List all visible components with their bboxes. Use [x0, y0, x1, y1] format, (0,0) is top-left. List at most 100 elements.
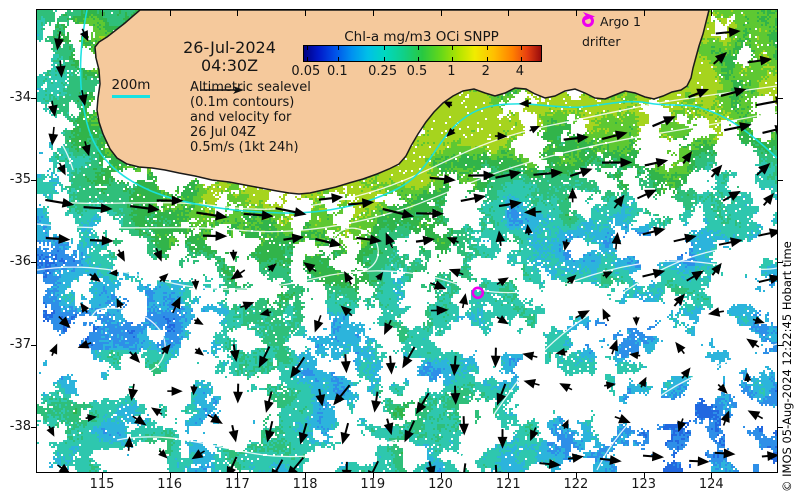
- map-overlay: [37, 10, 777, 472]
- sealevel-contour-line: [37, 260, 777, 294]
- axis-tick-mark: [440, 473, 442, 478]
- annotation-line: 0.5m/s (1kt 24h): [190, 140, 299, 155]
- colorbar-gradient: [303, 45, 542, 62]
- y-axis-tick-label: -34: [9, 89, 31, 105]
- altimetry-annotation: Altimetric sealevel (0.1m contours) and …: [190, 80, 311, 155]
- axis-tick-mark: [237, 473, 239, 478]
- axis-tick-mark: [372, 10, 374, 16]
- colorbar-tick-mark: [383, 57, 385, 61]
- map-legend: Argo 1 drifter: [582, 11, 641, 51]
- land-mass: [94, 10, 710, 195]
- axis-tick-mark: [643, 10, 645, 16]
- sealevel-contour-line: [37, 119, 74, 171]
- axis-tick-mark: [778, 344, 783, 346]
- axis-tick-mark: [711, 473, 713, 478]
- annotation-line: 26 Jul 04Z: [190, 125, 256, 140]
- y-axis-tick-label: -35: [9, 172, 31, 188]
- axis-tick-mark: [778, 426, 783, 428]
- colorbar-tick-mark: [452, 57, 454, 61]
- legend-drifter-row: drifter: [582, 12, 641, 51]
- axis-tick-mark: [575, 10, 577, 16]
- y-axis-tick-label: -36: [9, 254, 31, 270]
- x-axis-tick-label: 122: [563, 477, 589, 492]
- sealevel-contour-line: [37, 85, 777, 210]
- drifter-label: drifter: [582, 33, 621, 49]
- y-axis-tick-label: -37: [9, 336, 31, 352]
- colorbar-title: Chl-a mg/m3 OCi SNPP: [344, 29, 499, 45]
- axis-tick-mark: [305, 473, 307, 478]
- x-axis-tick-label: 123: [631, 477, 657, 492]
- colorbar-tick-mark: [486, 46, 488, 50]
- sealevel-contour-line: [83, 307, 166, 377]
- colorbar-tick-mark: [452, 46, 454, 50]
- sealevel-contour-line: [456, 249, 718, 463]
- axis-tick-mark: [31, 262, 37, 264]
- current-vector-arrows: [45, 27, 777, 472]
- colorbar-tick-mark: [306, 46, 308, 50]
- colorbar-tick-labels: 0.05 0.1 0.25 0.5 1 2 4: [291, 64, 540, 79]
- axis-tick-mark: [508, 10, 510, 16]
- axis-tick-mark: [31, 344, 37, 346]
- colorbar-tick-label: 0.1: [327, 64, 348, 79]
- axis-tick-mark: [778, 262, 783, 264]
- axis-tick-mark: [440, 10, 442, 16]
- colorbar-tick-mark: [338, 57, 340, 61]
- sealevel-contour-line: [596, 343, 777, 471]
- axis-tick-mark: [101, 10, 103, 16]
- colorbar-tick-mark: [417, 57, 419, 61]
- colorbar-tick-mark: [520, 46, 522, 50]
- colorbar-tick-label: 0.05: [291, 64, 321, 79]
- map-plot-area: 26-Jul-2024 04:30Z Chl-a mg/m3 OCi SNPP …: [36, 9, 778, 473]
- axis-tick-mark: [169, 473, 171, 478]
- annotation-line: Altimetric sealevel: [190, 80, 311, 95]
- observation-date: 26-Jul-2024: [183, 38, 276, 57]
- sealevel-contour-line: [116, 436, 398, 458]
- axis-tick-mark: [778, 180, 783, 182]
- x-axis-tick-label: 116: [157, 477, 183, 492]
- bathymetry-label: 200m: [111, 77, 151, 93]
- argo-label: Argo 1: [600, 13, 641, 29]
- annotation-line: (0.1m contours): [190, 95, 295, 110]
- colorbar-tick-mark: [338, 46, 340, 50]
- observation-datetime: 26-Jul-2024 04:30Z: [157, 39, 302, 75]
- axis-tick-mark: [372, 473, 374, 478]
- axis-tick-mark: [508, 473, 510, 478]
- y-axis-tick-label: -38: [9, 418, 31, 434]
- colorbar-tick-label: 1: [447, 64, 456, 79]
- axis-tick-mark: [31, 426, 37, 428]
- colorbar-tick-label: 4: [515, 64, 524, 79]
- axis-tick-mark: [101, 473, 103, 478]
- colorbar-tick-label: 0.25: [368, 64, 398, 79]
- x-axis-tick-label: 120: [428, 477, 453, 492]
- bathymetry-200m-line: [79, 10, 777, 214]
- x-axis-tick-label: 117: [224, 477, 250, 492]
- colorbar-tick-mark: [417, 46, 419, 50]
- axis-tick-mark: [778, 97, 783, 99]
- axis-tick-mark: [643, 473, 645, 478]
- axis-tick-mark: [711, 10, 713, 16]
- velocity-scale-arrow-icon: [201, 86, 244, 94]
- observation-time: 04:30Z: [200, 56, 259, 75]
- credit-text: © IMOS 05-Aug-2024 12:22:45 Hobart time: [780, 241, 794, 492]
- colorbar-tick-label: 2: [481, 64, 490, 79]
- bathymetry-scale: 200m: [109, 77, 153, 98]
- colorbar-tick-label: 0.5: [406, 64, 428, 79]
- x-axis-tick-label: 121: [495, 477, 521, 492]
- sealevel-contour-line: [37, 111, 777, 233]
- colorbar-tick-mark: [486, 57, 488, 61]
- colorbar-tick-mark: [383, 46, 385, 50]
- drifter-marker-icon: [583, 12, 595, 21]
- colorbar-tick-mark: [520, 57, 522, 61]
- axis-tick-mark: [237, 10, 239, 16]
- colorbar-tick-mark: [306, 57, 308, 61]
- axis-tick-mark: [169, 10, 171, 16]
- axis-tick-mark: [575, 473, 577, 478]
- axis-tick-mark: [305, 10, 307, 16]
- bathymetry-line-sample: [112, 95, 150, 98]
- annotation-line: and velocity for: [190, 110, 292, 125]
- axis-tick-mark: [31, 180, 37, 182]
- argo-float-map-marker: [471, 286, 485, 300]
- sealevel-contour-line: [329, 227, 379, 274]
- x-axis-tick-label: 124: [698, 477, 724, 492]
